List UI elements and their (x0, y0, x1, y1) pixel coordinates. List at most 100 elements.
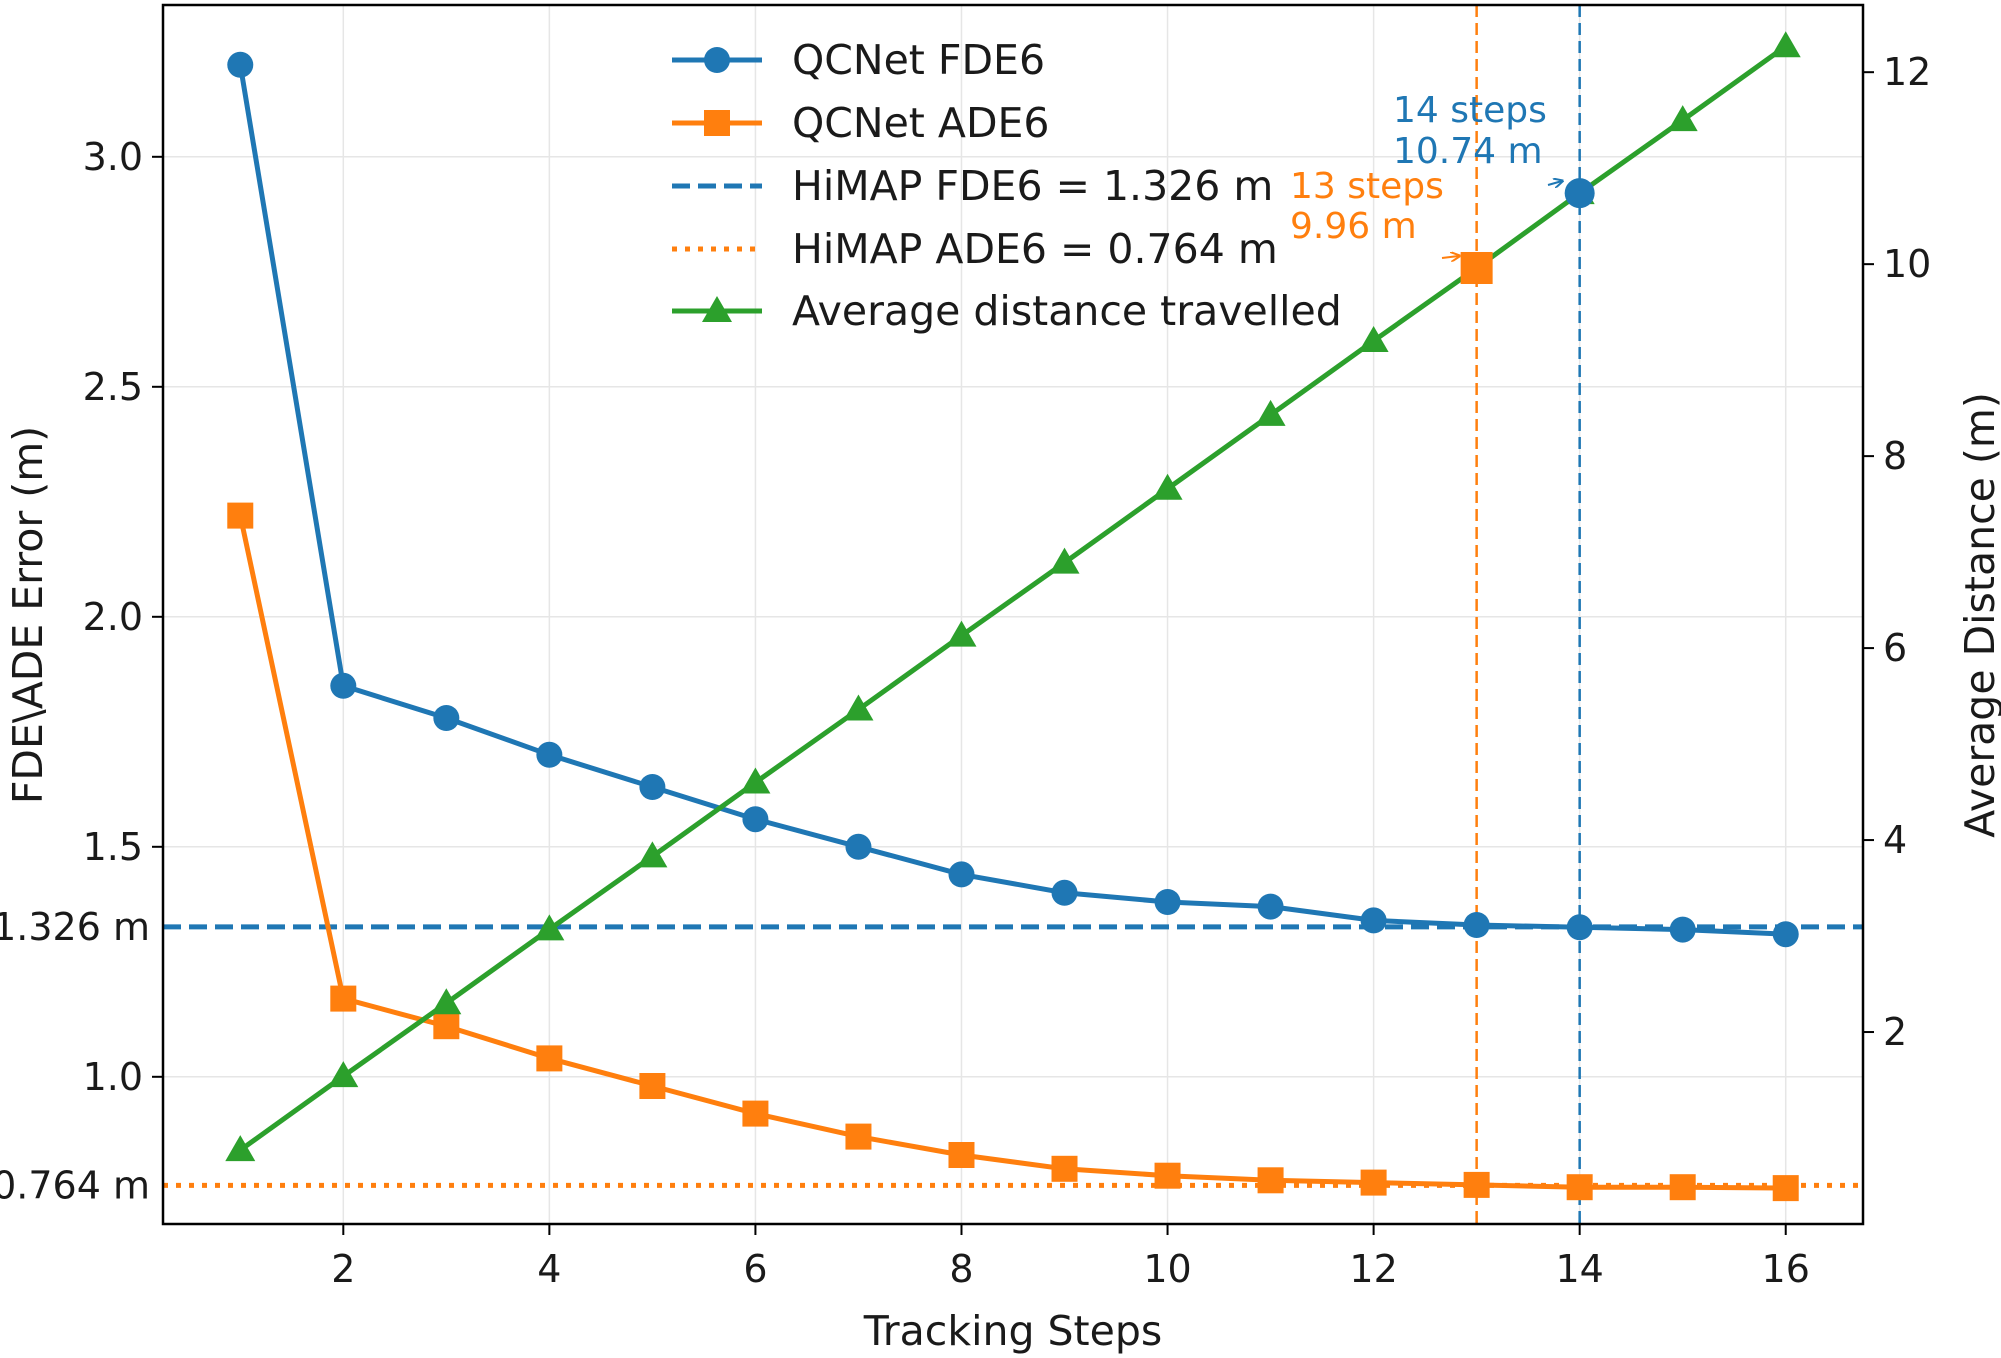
average-distance-point-11 (1255, 399, 1286, 426)
annotation-14-steps: 14 steps 10.74 m (1393, 90, 1562, 185)
annotation-14-steps-line2: 10.74 m (1393, 131, 1543, 172)
qcnet-ade6-point-2 (330, 985, 357, 1012)
himap-ade-value-tag: 0.764 m (0, 1163, 150, 1207)
qcnet-ade6-point-7 (845, 1123, 872, 1150)
y-tick-label: 2.5 (83, 365, 143, 409)
qcnet-ade6-point-4 (536, 1045, 563, 1072)
x-tick-label: 12 (1349, 1247, 1397, 1291)
average-distance-point-3 (431, 988, 462, 1015)
legend-entry-himap-fde6: HiMAP FDE6 = 1.326 m (672, 162, 1273, 210)
axis-ticks: 2 4 6 8 10 12 14 16 1.0 1.5 2.0 2.5 3.0 2 4 6 8 10 12 (83, 50, 1932, 1291)
qcnet-ade6-point-10 (1154, 1162, 1181, 1189)
qcnet-fde6-point-2 (330, 672, 357, 699)
qcnet-ade6-point-5 (639, 1073, 666, 1099)
qcnet-ade6-point-1 (227, 502, 254, 529)
y2-tick-label: 4 (1883, 818, 1907, 862)
average-distance-point-9 (1049, 547, 1080, 574)
x-tick-label: 14 (1555, 1247, 1603, 1291)
average-distance-point-7 (843, 694, 874, 721)
legend: QCNet FDE6 QCNet ADE6 HiMAP FDE6 = 1.326… (672, 36, 1342, 335)
annotation-13-steps-line1: 13 steps (1290, 166, 1444, 207)
qcnet-fde6-point-16 (1772, 921, 1799, 948)
y2-tick-label: 6 (1883, 626, 1907, 670)
average-distance-point-15 (1667, 105, 1698, 132)
average-distance-point-5 (637, 841, 668, 868)
legend-entry-himap-ade6: HiMAP ADE6 = 0.764 m (672, 225, 1278, 273)
annotation-13-steps-line2: 9.96 m (1290, 206, 1417, 247)
qcnet-ade6-point-14 (1566, 1174, 1593, 1201)
qcnet-fde6-point-3 (433, 705, 460, 731)
y-axis-label: FDE\ADE Error (m) (4, 426, 52, 804)
legend-entry-qcnet-ade6: QCNet ADE6 (672, 99, 1050, 147)
average-distance-point-2 (328, 1061, 359, 1088)
legend-label-qcnet-fde6: QCNet FDE6 (792, 36, 1045, 84)
legend-marker-qcnet-fde6 (704, 47, 730, 73)
y2-tick-label: 12 (1883, 50, 1931, 94)
qcnet-ade6-line (237, 515, 1786, 1191)
qcnet-fde6-point-9 (1051, 879, 1078, 906)
x-tick-label: 10 (1143, 1247, 1191, 1291)
legend-label-himap-fde6: HiMAP FDE6 = 1.326 m (792, 162, 1273, 210)
average-distance-point-1 (225, 1135, 256, 1162)
y-tick-label: 1.0 (83, 1055, 143, 1099)
x-tick-label: 4 (537, 1247, 561, 1291)
qcnet-ade6-point-16 (1772, 1175, 1799, 1202)
legend-label-average-distance: Average distance travelled (792, 287, 1342, 335)
legend-entry-average-distance: Average distance travelled (672, 287, 1342, 335)
qcnet-fde6-point-12 (1360, 907, 1387, 934)
y-tick-label: 3.0 (83, 135, 143, 179)
y2-tick-label: 8 (1883, 434, 1907, 478)
qcnet-fde6-point-10 (1154, 889, 1181, 915)
qcnet-ade6-point-3 (433, 1013, 460, 1040)
qcnet-fde6-point-13 (1463, 912, 1490, 938)
himap-fde-value-tag: 1.326 m (0, 905, 150, 949)
qcnet-ade6-point-6 (742, 1100, 769, 1127)
x-tick-label: 2 (331, 1247, 355, 1291)
average-distance-point-16 (1770, 31, 1801, 58)
qcnet-ade6-point-13 (1463, 1171, 1490, 1198)
data-series (225, 31, 1801, 1202)
qcnet-ade6-point-12 (1360, 1169, 1387, 1196)
x-tick-label: 16 (1762, 1247, 1810, 1291)
y-tick-label: 1.5 (83, 825, 143, 869)
average-distance-point-10 (1152, 473, 1183, 500)
qcnet-fde6-line (237, 64, 1786, 937)
annotation-13-steps-arrow (1441, 256, 1459, 258)
average-distance-point-4 (534, 914, 565, 941)
annotation-13-steps: 13 steps 9.96 m (1290, 166, 1459, 258)
y2-tick-label: 2 (1883, 1010, 1907, 1054)
qcnet-fde6-point-1 (227, 51, 254, 78)
qcnet-fde6-point-11 (1257, 893, 1284, 920)
legend-marker-average-distance (702, 296, 732, 322)
average-distance-line (238, 44, 1788, 1153)
plot-frame (161, 3, 1865, 1226)
x-tick-label: 8 (949, 1247, 973, 1291)
qcnet-fde6-point-6 (742, 806, 769, 833)
annotation-14-steps-line1: 14 steps (1393, 90, 1547, 131)
legend-label-qcnet-ade6: QCNet ADE6 (792, 99, 1050, 147)
qcnet-fde6-point-15 (1669, 916, 1696, 943)
average-distance-point-6 (740, 767, 771, 794)
qcnet-ade6-point-11 (1257, 1167, 1284, 1194)
y-tick-label: 2.0 (83, 595, 143, 639)
annotation-14-steps-arrow (1547, 181, 1562, 185)
average-distance-point-8 (946, 620, 977, 647)
qcnet-fde6-point-5 (639, 774, 666, 800)
average-distance-point-12 (1358, 325, 1389, 352)
legend-label-himap-ade6: HiMAP ADE6 = 0.764 m (792, 225, 1278, 273)
legend-marker-qcnet-ade6 (704, 110, 730, 136)
y2-axis-label: Average Distance (m) (1956, 392, 2001, 838)
legend-entry-qcnet-fde6: QCNet FDE6 (672, 36, 1045, 84)
x-tick-label: 6 (743, 1247, 767, 1291)
highlight-point-14-steps (1564, 178, 1595, 209)
qcnet-ade6-point-15 (1669, 1174, 1696, 1201)
qcnet-fde6-point-14 (1566, 914, 1593, 941)
qcnet-fde6-point-4 (536, 741, 563, 768)
y2-tick-label: 10 (1883, 242, 1931, 286)
highlight-point-13-steps (1460, 251, 1493, 284)
qcnet-fde6-point-7 (845, 833, 872, 860)
qcnet-ade6-point-8 (948, 1142, 975, 1168)
x-axis-label: Tracking Steps (863, 1307, 1162, 1355)
